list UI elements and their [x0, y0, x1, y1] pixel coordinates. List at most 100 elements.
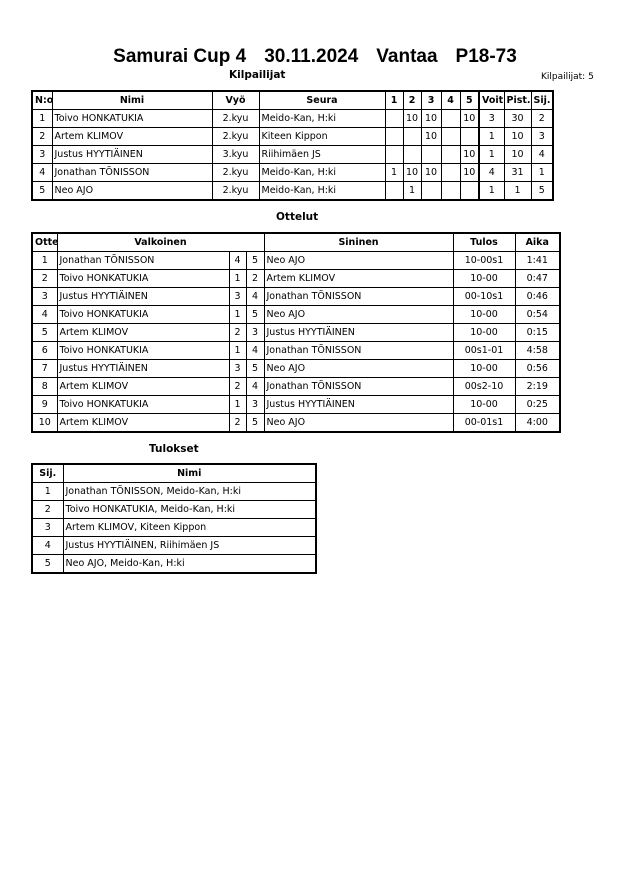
column-header: N:o	[31, 90, 53, 110]
cell: 10-00	[452, 359, 516, 378]
cell: 0:15	[514, 323, 561, 342]
cell: 1	[384, 163, 404, 182]
column-header: Voit.	[478, 90, 505, 110]
column-header: Sij.	[31, 463, 64, 483]
cell: 4	[228, 251, 247, 270]
cell: 5	[31, 181, 53, 201]
cell: 1	[228, 395, 247, 414]
cell: Artem KLIMOV	[56, 323, 230, 342]
column-header: 3	[420, 90, 442, 110]
cell: 1	[478, 181, 505, 201]
cell: 5	[31, 554, 64, 574]
cell: 5	[245, 251, 265, 270]
cell: 1	[402, 181, 422, 201]
cell: 00-10s1	[452, 287, 516, 306]
row: 5 Artem KLIMOV 2 3 Justus HYYTIÄINEN 10-00 0:1…	[31, 323, 561, 342]
cell: 5	[245, 305, 265, 324]
cell: 4	[31, 163, 53, 182]
cell: 3	[478, 109, 505, 128]
cell: 3	[228, 359, 247, 378]
cell: 2:19	[514, 377, 561, 396]
cell: 4:00	[514, 413, 561, 433]
cell: 1	[478, 145, 505, 164]
cell: Jonathan TÕNISSON	[263, 287, 454, 306]
cell: 2.kyu	[211, 181, 260, 201]
cell: Artem KLIMOV	[51, 127, 213, 146]
cell: Justus HYYTIÄINEN	[263, 395, 454, 414]
row: 1 Toivo HONKATUKIA 2.kyu Meido-Kan, H:ki 10 1…	[31, 109, 554, 128]
cell: 1	[503, 181, 532, 201]
cell: 10	[503, 145, 532, 164]
empty-cell	[420, 181, 442, 201]
cell: 7	[31, 359, 58, 378]
cell: 0:25	[514, 395, 561, 414]
cell: Neo AJO	[263, 413, 454, 433]
empty-cell	[420, 145, 442, 164]
cell: Toivo HONKATUKIA	[56, 341, 230, 360]
cell: 3	[530, 127, 554, 146]
cell: 10	[459, 163, 480, 182]
cell: Jonathan TÕNISSON	[51, 163, 213, 182]
cell: 10-00	[452, 269, 516, 288]
cell: 0:54	[514, 305, 561, 324]
cell: 3.kyu	[211, 145, 260, 164]
cell: 4	[478, 163, 505, 182]
cell: 6	[31, 341, 58, 360]
cell: 10-00	[452, 323, 516, 342]
cell: 10	[459, 145, 480, 164]
column-header: Seura	[258, 90, 386, 110]
cell: 1	[228, 305, 247, 324]
cell: 00-01s1	[452, 413, 516, 433]
row: 4 Justus HYYTIÄINEN, Riihimäen JS	[31, 536, 317, 555]
cell: 10-00	[452, 305, 516, 324]
cell: Justus HYYTIÄINEN	[263, 323, 454, 342]
cell: Justus HYYTIÄINEN, Riihimäen JS	[62, 536, 317, 555]
cell: 10	[420, 163, 442, 182]
cell: 10	[420, 109, 442, 128]
cell: 5	[245, 359, 265, 378]
cell: Jonathan TÕNISSON	[56, 251, 230, 270]
empty-cell	[384, 127, 404, 146]
cell: 3	[31, 518, 64, 537]
cell: 4	[31, 536, 64, 555]
cell: 10	[402, 109, 422, 128]
cell: Toivo HONKATUKIA, Meido-Kan, H:ki	[62, 500, 317, 519]
section-title: Ottelut	[276, 211, 319, 223]
cell: Neo AJO	[263, 359, 454, 378]
cell: 10-00s1	[452, 251, 516, 270]
cell: 8	[31, 377, 58, 396]
empty-cell	[384, 109, 404, 128]
cell: 4	[245, 377, 265, 396]
cell: 1	[31, 251, 58, 270]
cell: 1	[478, 127, 505, 146]
empty-cell	[459, 127, 480, 146]
cell: 2	[530, 109, 554, 128]
cell: Toivo HONKATUKIA	[56, 395, 230, 414]
cell: Meido-Kan, H:ki	[258, 181, 386, 201]
cell: Toivo HONKATUKIA	[51, 109, 213, 128]
results-table: Sij. Nimi 1 Jonathan TÕNISSON, Meido-Kan, H…	[31, 463, 317, 574]
title-part: P18-73	[455, 46, 517, 67]
row: 7 Justus HYYTIÄINEN 3 5 Neo AJO 10-00 0:56	[31, 359, 561, 378]
cell: Neo AJO	[263, 251, 454, 270]
cell: 00s1-01	[452, 341, 516, 360]
column-header: Pist.	[503, 90, 532, 110]
count-label: Kilpailijat: 5	[541, 72, 594, 82]
cell: 10	[420, 127, 442, 146]
title-part: 30.11.2024	[264, 46, 359, 67]
cell: 2	[228, 323, 247, 342]
cell: 1	[228, 341, 247, 360]
cell: 4:58	[514, 341, 561, 360]
title-part: Samurai Cup 4	[113, 46, 247, 67]
cell: 2.kyu	[211, 109, 260, 128]
row: 8 Artem KLIMOV 2 4 Jonathan TÕNISSON 00s2-10 2…	[31, 377, 561, 396]
header-row: OtteluValkoinenSininenTulosAika	[31, 232, 561, 252]
cell: 2	[31, 500, 64, 519]
row: 3 Artem KLIMOV, Kiteen Kippon	[31, 518, 317, 537]
row: 6 Toivo HONKATUKIA 1 4 Jonathan TÕNISSON 00s1…	[31, 341, 561, 360]
cell: Artem KLIMOV	[56, 377, 230, 396]
cell: 0:46	[514, 287, 561, 306]
cell: Riihimäen JS	[258, 145, 386, 164]
